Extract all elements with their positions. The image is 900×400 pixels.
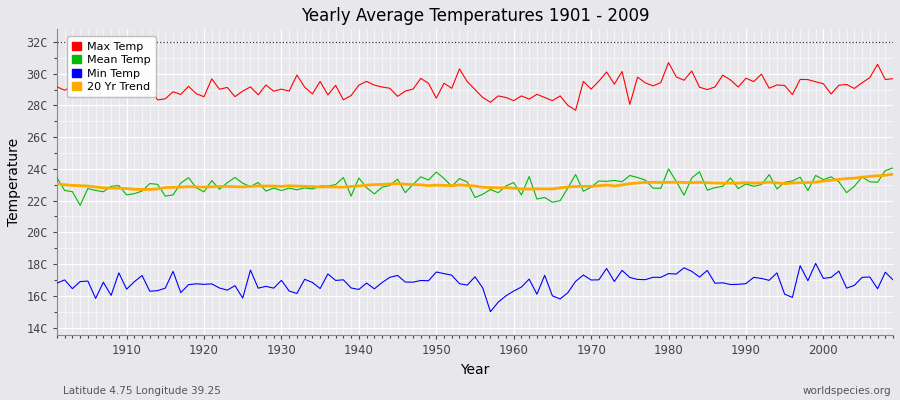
Text: worldspecies.org: worldspecies.org bbox=[803, 386, 891, 396]
X-axis label: Year: Year bbox=[460, 363, 490, 377]
Y-axis label: Temperature: Temperature bbox=[7, 138, 21, 226]
Legend: Max Temp, Mean Temp, Min Temp, 20 Yr Trend: Max Temp, Mean Temp, Min Temp, 20 Yr Tre… bbox=[67, 36, 156, 98]
Text: Latitude 4.75 Longitude 39.25: Latitude 4.75 Longitude 39.25 bbox=[63, 386, 220, 396]
Title: Yearly Average Temperatures 1901 - 2009: Yearly Average Temperatures 1901 - 2009 bbox=[301, 7, 649, 25]
